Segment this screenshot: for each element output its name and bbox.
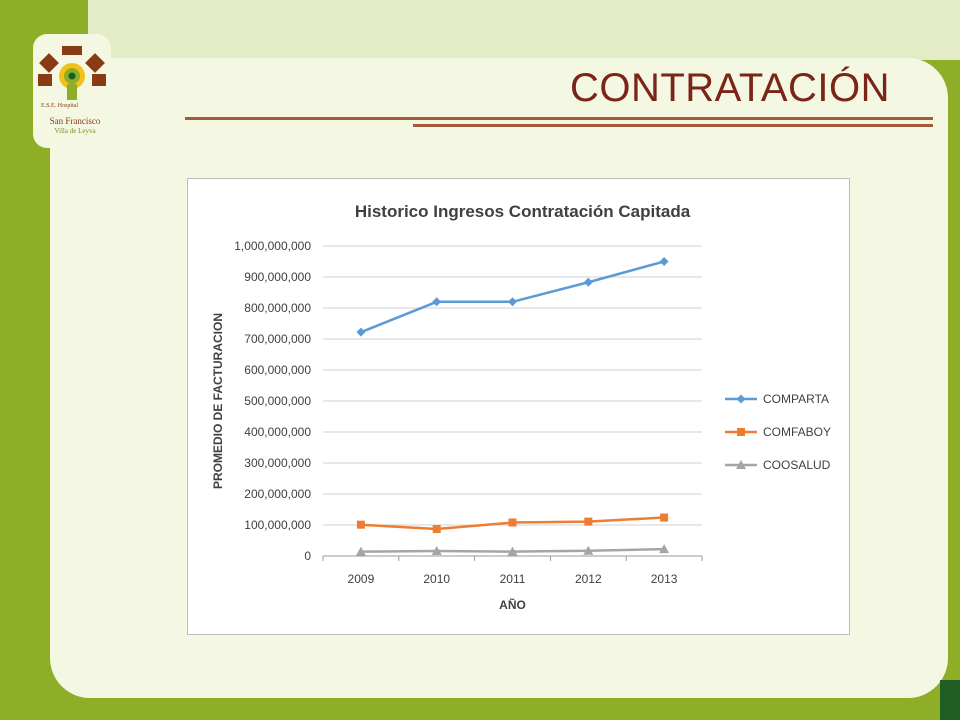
y-tick-label: 600,000,000: [244, 363, 311, 377]
x-tick-label: 2009: [348, 572, 375, 586]
logo-line-3: Villa de Leyva: [54, 127, 96, 135]
data-point-comparta: [583, 277, 593, 287]
y-tick-label: 1,000,000,000: [234, 239, 311, 253]
y-axis-label: PROMEDIO DE FACTURACION: [211, 313, 225, 489]
y-tick-label: 900,000,000: [244, 270, 311, 284]
chart-title: Historico Ingresos Contratación Capitada: [355, 202, 691, 221]
data-point-coosalud: [431, 546, 442, 556]
x-tick-label: 2013: [651, 572, 678, 586]
x-tick-label: 2010: [423, 572, 450, 586]
y-tick-label: 400,000,000: [244, 425, 311, 439]
data-point-comparta: [508, 297, 517, 307]
legend-label-comparta: COMPARTA: [763, 392, 829, 406]
y-tick-label: 0: [304, 549, 311, 563]
data-point-coosalud: [659, 544, 670, 554]
title-rule-bottom: [413, 124, 933, 127]
legend-label-comfaboy: COMFABOY: [763, 425, 831, 439]
data-point-coosalud: [355, 546, 366, 556]
title-rule-top: [185, 117, 933, 120]
x-tick-label: 2011: [500, 572, 526, 586]
data-point-comfaboy: [584, 517, 593, 526]
y-tick-label: 500,000,000: [244, 394, 311, 408]
data-point-comfaboy: [356, 520, 365, 529]
y-tick-label: 200,000,000: [244, 487, 311, 501]
x-axis-label: AÑO: [499, 597, 526, 612]
y-tick-label: 800,000,000: [244, 301, 311, 315]
y-tick-label: 100,000,000: [244, 518, 311, 532]
data-point-coosalud: [583, 545, 594, 555]
hospital-emblem-icon: [38, 46, 106, 100]
corner-decoration: [940, 680, 960, 720]
data-point-comparta: [659, 257, 669, 266]
logo-line-2: San Francisco: [49, 116, 101, 126]
y-tick-label: 300,000,000: [244, 456, 311, 470]
logo-line-1: E.S.E. Hospital: [41, 103, 78, 109]
y-tick-label: 700,000,000: [244, 332, 311, 346]
x-tick-label: 2012: [575, 572, 602, 586]
data-point-comfaboy: [660, 513, 669, 522]
data-point-comparta: [432, 297, 442, 307]
page-title: CONTRATACIÓN: [569, 66, 890, 110]
series-line-comparta: [360, 260, 665, 334]
top-band: [88, 0, 960, 60]
legend-marker-comparta: [736, 394, 746, 404]
legend-label-coosalud: COOSALUD: [763, 458, 831, 472]
chart-frame: Historico Ingresos Contratación Capitada…: [187, 178, 850, 635]
legend-marker-coosalud: [736, 460, 746, 469]
data-point-comfaboy: [508, 518, 517, 527]
legend-marker-comfaboy: [737, 428, 745, 436]
data-point-coosalud: [507, 546, 518, 556]
data-point-comfaboy: [432, 525, 441, 534]
line-chart: Historico Ingresos Contratación Capitada…: [211, 202, 831, 612]
data-point-comparta: [356, 327, 366, 337]
